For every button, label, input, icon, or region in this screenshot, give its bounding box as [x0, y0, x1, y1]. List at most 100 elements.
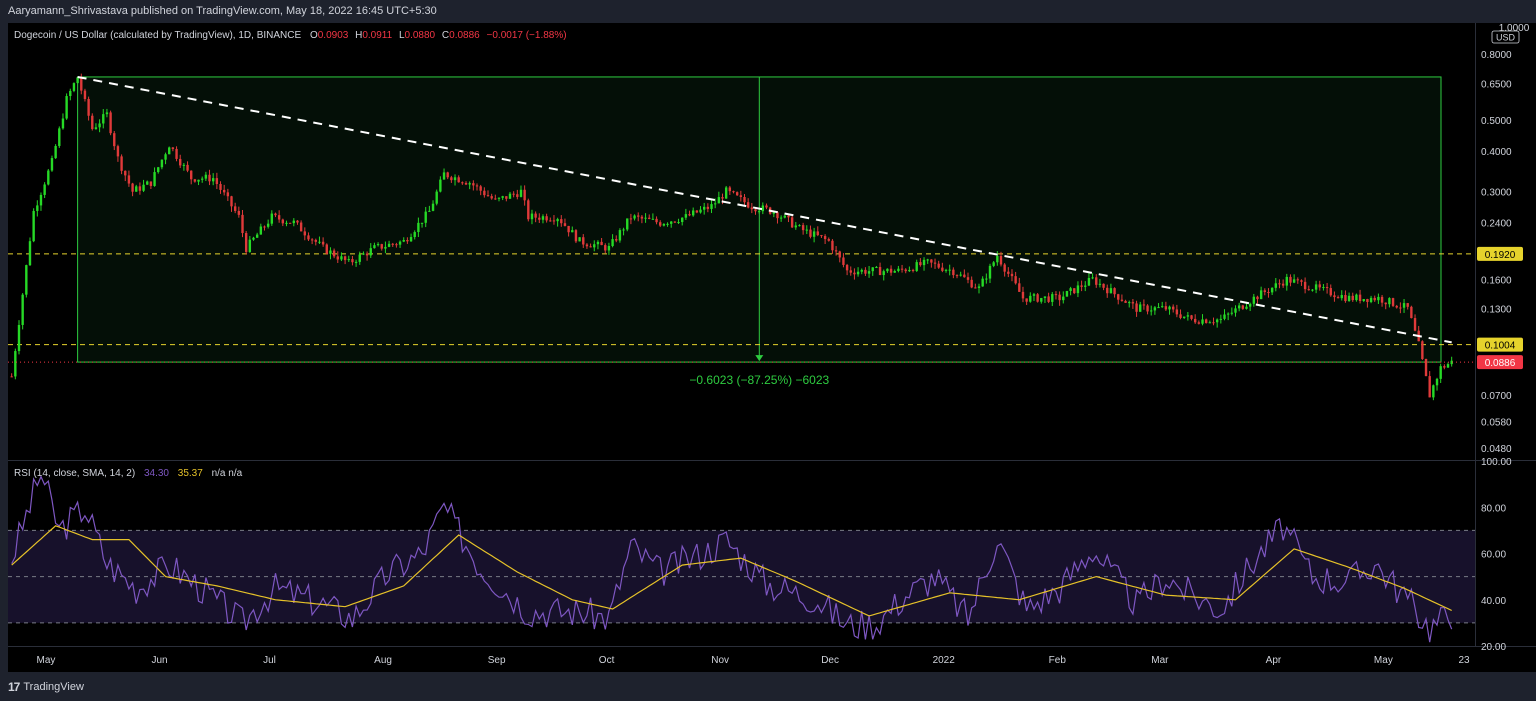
tradingview-logo[interactable]: 17 TradingView [8, 680, 84, 694]
candle-body [1018, 283, 1021, 292]
price-tick-label: 0.8000 [1481, 50, 1512, 61]
candle-body [1369, 297, 1373, 303]
candle-body [299, 222, 303, 232]
candle-body [681, 217, 684, 223]
candle-body [1091, 277, 1094, 279]
candle-body [32, 210, 35, 242]
candle-body [856, 271, 860, 275]
candle-body [860, 269, 863, 272]
price-pane[interactable] [8, 23, 1475, 460]
time-axis[interactable]: May Jun Jul Aug Sep Oct Nov Dec 2022 Feb Mar Apr May… [37, 655, 1470, 666]
candle-body [864, 269, 867, 274]
candle-body [453, 177, 457, 181]
candle-body [1054, 294, 1058, 296]
candle-body [1219, 318, 1223, 320]
candle-body [497, 197, 501, 199]
candle-body [1329, 288, 1332, 296]
price-tick-label: 0.0580 [1481, 417, 1512, 428]
rsi-axis[interactable]: 100.00 80.00 60.00 40.00 20.00 [1481, 457, 1512, 653]
candle-body [787, 215, 790, 218]
time-axis-bg[interactable] [8, 647, 1536, 672]
price-tick-label: 0.0700 [1481, 391, 1512, 402]
candle-body [790, 217, 794, 228]
candle-body [186, 164, 189, 171]
tradingview-brand: TradingView [23, 681, 84, 693]
candle-body [1215, 319, 1219, 323]
time-tick-label: 23 [1458, 655, 1470, 666]
rsi-legend[interactable]: RSI (14, close, SMA, 14, 2) 34.30 35.37 … [14, 468, 243, 479]
candle-body [966, 277, 970, 280]
candle-body [724, 187, 728, 199]
horizontal-lines[interactable] [8, 253, 1475, 346]
candle-body [1296, 279, 1299, 281]
candle-body [1003, 264, 1006, 272]
rsi-tick-label: 60.00 [1481, 550, 1506, 561]
candle-body [1446, 364, 1450, 368]
candle-body [750, 207, 754, 210]
rsi-tick-label: 40.00 [1481, 596, 1506, 607]
candle-body [450, 177, 453, 181]
candle-body [757, 211, 761, 213]
candle-body [1102, 283, 1105, 288]
candle-body [329, 250, 332, 254]
price-tick-label: 0.3000 [1481, 187, 1512, 198]
candle-body [190, 170, 193, 180]
candle-body [1058, 294, 1061, 301]
candle-body [362, 253, 365, 255]
candle-body [1226, 313, 1230, 315]
rsi-band-fill [8, 530, 1475, 623]
currency-badge[interactable] [1491, 30, 1520, 44]
candle-body [1186, 315, 1190, 317]
high-value: 0.0911 [362, 30, 392, 41]
candle-body [1344, 295, 1347, 302]
candle-body [530, 213, 534, 220]
candle-body [1128, 302, 1131, 304]
candle-body [1230, 312, 1234, 314]
candle-body [479, 186, 482, 191]
candle-body [900, 268, 904, 270]
candle-body [1182, 316, 1186, 318]
candle-body [970, 279, 973, 288]
candle-body [607, 246, 611, 251]
candle-body [933, 262, 937, 264]
hline-axis-label: 0.1920 [1485, 250, 1516, 261]
time-tick-label: Nov [711, 655, 729, 666]
candle-body [457, 177, 460, 183]
last-price-badge [1477, 355, 1523, 370]
candle-body [1366, 299, 1369, 303]
price-axis-bg[interactable] [1476, 23, 1536, 646]
candle-body [655, 218, 658, 223]
candle-body [853, 272, 856, 275]
candle-body [1117, 294, 1120, 300]
candle-body [384, 246, 387, 249]
candle-body [706, 206, 710, 209]
candle-body [897, 268, 900, 272]
candle-body [677, 222, 680, 224]
candle-body [831, 240, 834, 251]
candle-body [673, 221, 677, 223]
rsi-tick-label: 100.00 [1481, 457, 1512, 468]
low-value: 0.0880 [405, 30, 436, 41]
price-axis[interactable]: 1.0000 USD 0.8000 0.6500 0.5000 0.4000 0.300… [1481, 23, 1530, 455]
candle-body [179, 158, 182, 166]
candle-body [981, 278, 984, 287]
candle-body [160, 159, 164, 168]
candle-body [76, 77, 79, 84]
price-tick-label: 0.4000 [1481, 147, 1512, 158]
candle-body [197, 179, 200, 182]
candle-body [527, 200, 530, 220]
candle-body [589, 246, 592, 248]
candle-body [1259, 290, 1263, 300]
rsi-name: RSI (14, close, SMA, 14, 2) [14, 468, 135, 479]
symbol-legend[interactable]: Dogecoin / US Dollar (calculated by Trad… [14, 30, 567, 41]
change-value: −0.0017 (−1.88%) [487, 30, 567, 41]
candle-body [717, 197, 721, 204]
candle-body [571, 230, 574, 233]
candle-body [1010, 273, 1014, 277]
candle-body [1161, 306, 1164, 308]
candle-body [626, 218, 629, 230]
hline-axis-badge [1477, 246, 1523, 261]
candle-body [611, 239, 614, 247]
time-tick-label: May [1374, 655, 1393, 666]
